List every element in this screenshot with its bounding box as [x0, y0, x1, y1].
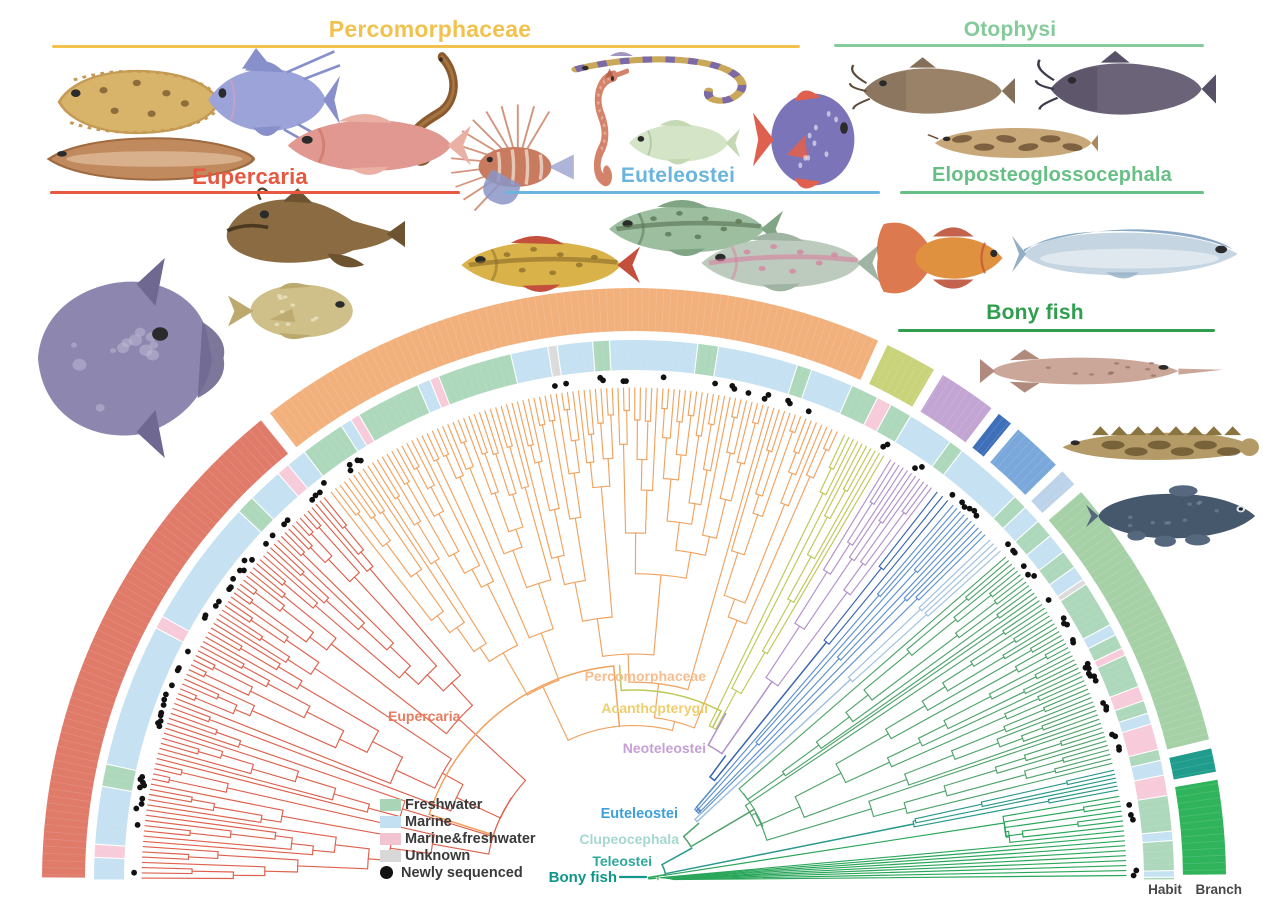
clade-euteleostei-other: [694, 504, 986, 814]
newly-sequenced-dots: [912, 464, 925, 471]
fish-seahorse: [593, 68, 629, 187]
fish-walking-catfish: [848, 57, 1015, 114]
group-title-percomorphaceae: Percomorphaceae: [328, 16, 532, 42]
clade-label-percomorphaceae: Percomorphaceae: [584, 668, 706, 684]
fish-ladyfish: [1012, 229, 1238, 279]
fish-illustrations: [37, 48, 1259, 547]
clade-label-clupeocephala: Clupeocephala: [579, 831, 679, 847]
fish-loach: [927, 128, 1098, 158]
fish-anglerfish: [226, 187, 405, 268]
clade-label-bony-fish: Bony fish: [548, 869, 617, 886]
newly-sequenced-dot-icon: [380, 866, 393, 879]
fish-paradise-fish: [877, 222, 1003, 294]
group-title-otophysi: Otophysi: [963, 18, 1057, 41]
fish-bichir: [1062, 426, 1259, 460]
group-underline: [50, 191, 460, 194]
group-underline: [52, 45, 800, 48]
newly-sequenced-dots: [959, 499, 980, 519]
ring-axis-labels: Habit Branch: [1142, 882, 1246, 897]
fish-opah: [753, 90, 855, 189]
group-underline: [900, 191, 1204, 194]
fish-ocean-sunfish: [37, 258, 225, 458]
clade-label-euteleostei: Euteleostei: [600, 806, 678, 822]
group-underline: [505, 191, 880, 194]
backbone: [428, 641, 915, 880]
habitat-swatch-icon: [380, 815, 401, 828]
fish-pufferfish: [228, 282, 353, 340]
habit-ring: [94, 339, 1174, 880]
clade-eupercaria: [141, 497, 527, 880]
group-underline: [898, 329, 1215, 332]
habit-ring-label: Habit: [1148, 882, 1182, 897]
fish-golden-char: [461, 236, 640, 292]
clade-acanthopterygii-other: [708, 434, 885, 730]
legend-item-label: Unknown: [405, 847, 471, 864]
legend-item: Marine&freshwater: [380, 830, 536, 847]
fish-gar: [980, 349, 1224, 393]
fish-tonguefish: [46, 137, 256, 181]
habitat-swatch-icon: [380, 832, 401, 845]
fish-coelacanth: [1086, 485, 1256, 547]
fish-red-splitfin: [287, 113, 471, 175]
group-title-eloposteoglossocephala: Eloposteoglossocephala: [931, 164, 1173, 186]
branch-ring-label: Branch: [1195, 882, 1243, 897]
habitat-swatch-icon: [380, 798, 401, 811]
legend: Freshwater Marine Marine&freshwater Unknown…: [380, 796, 536, 881]
fish-flounder: [57, 69, 233, 135]
clade-teleostei-basal: [912, 769, 1119, 828]
habitat-swatch-icon: [380, 849, 401, 862]
group-underline: [834, 44, 1204, 47]
newly-sequenced-dots: [880, 441, 891, 450]
clade-label-eupercaria: Eupercaria: [388, 708, 461, 724]
clade-euteleostei-deep: [823, 491, 949, 645]
fish-rainbow-trout: [701, 232, 880, 292]
branch-ring: [42, 287, 1226, 878]
legend-item: Marine: [380, 813, 536, 830]
legend-item: Unknown: [380, 847, 536, 864]
fish-medaka: [629, 119, 740, 165]
clade-label-neoteleostei: Neoteleostei: [622, 740, 706, 756]
legend-item-label: Marine&freshwater: [405, 830, 536, 847]
newly-sequenced-dots: [949, 491, 956, 498]
clade-otophysi-clupeocephala: [738, 556, 1113, 841]
clade-bony-fish-basal: [657, 795, 1127, 881]
fish-dark-catfish: [1034, 50, 1216, 115]
legend-item: Newly sequenced: [380, 864, 536, 881]
group-title-eupercaria: Eupercaria: [192, 164, 308, 189]
fish-green-trout: [609, 200, 783, 256]
newly-sequenced-dots: [1126, 802, 1140, 879]
newly-sequenced-dots: [321, 374, 812, 486]
clade-label-teleostei: Teleostei: [592, 853, 652, 869]
ring-texture: [42, 288, 1226, 878]
legend-item-label: Newly sequenced: [401, 864, 523, 881]
fish-pipefish: [571, 52, 747, 104]
newly-sequenced-dots: [131, 489, 323, 876]
legend-item-label: Freshwater: [405, 796, 483, 813]
legend-item-label: Marine: [405, 813, 452, 830]
legend-item: Freshwater: [380, 796, 536, 813]
fish-threadfin-rainbowfish: [208, 48, 341, 150]
fish-lionfish: [450, 104, 574, 212]
clade-percomorphaceae-other: [330, 387, 838, 741]
newly-sequenced-dots: [1010, 547, 1122, 753]
group-title-euteleostei: Euteleostei: [620, 164, 736, 187]
group-title-bony-fish: Bony fish: [986, 301, 1084, 324]
clade-neoteleostei-other: [765, 459, 932, 687]
newly-sequenced-dots: [1005, 541, 1011, 548]
clade-label-acanthopterygii: Acanthopterygii: [601, 700, 708, 716]
